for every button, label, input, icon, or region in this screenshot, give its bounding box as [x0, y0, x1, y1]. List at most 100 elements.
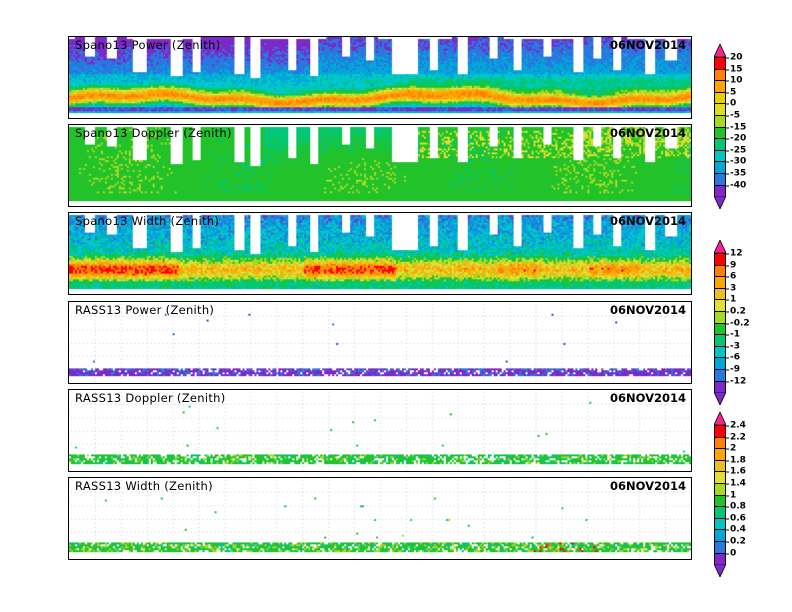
xtick-mark [536, 206, 537, 207]
colorbar-tick [726, 185, 729, 187]
colorbar-label: 9 [730, 260, 737, 271]
ytick-mark [68, 329, 69, 330]
colorbar-tick [726, 80, 729, 82]
colorbar-label: 0.8 [730, 501, 746, 512]
colorbar-segment [715, 507, 725, 519]
xtick-mark [588, 206, 589, 207]
colorbar-top-arrow-icon [714, 240, 726, 253]
xtick-mark [432, 294, 433, 295]
xtick-mark [432, 383, 433, 384]
panel-data-spano13-power [69, 37, 691, 118]
colorbar-tick [726, 103, 729, 105]
ytick-mark [68, 343, 69, 344]
colorbar-cb3: 2.4 2.2 2 1.8 1.6 1.4 1 0.8 0.6 0.4 0.2 0 [714, 412, 792, 581]
colorbar-segment [715, 346, 725, 359]
xtick-mark [68, 471, 69, 472]
colorbar-tick [726, 127, 729, 129]
panel-data-spano13-doppler [69, 125, 691, 206]
xtick-mark [276, 471, 277, 472]
colorbar-tick [726, 518, 729, 520]
ytick-mark [68, 505, 69, 506]
xtick-mark [68, 118, 69, 119]
xtick-mark [588, 559, 589, 560]
ytick-mark [68, 152, 69, 153]
ytick-mark [68, 533, 69, 534]
xtick-mark [328, 383, 329, 384]
xtick-mark [536, 559, 537, 560]
colorbar-segment [715, 265, 725, 278]
xtick-mark [120, 471, 121, 472]
colorbar-label: -9 [730, 364, 740, 375]
colorbar-label: 5 [730, 87, 737, 98]
colorbar-label: 15 [730, 64, 743, 75]
panel-rass13-power: RASS13 Power (Zenith)06NOV20140123456024… [68, 301, 692, 384]
xtick-mark [276, 383, 277, 384]
colorbar-segment [715, 530, 725, 542]
colorbar-segment [715, 449, 725, 461]
ytick-mark [68, 36, 69, 37]
ytick-mark [68, 138, 69, 139]
xtick-mark [224, 471, 225, 472]
colorbar-bottom-arrow-icon [714, 196, 726, 210]
colorbar-cb1: 20 15 10 5 0 -5 -15 -20 -25 -30 -35 -40 [714, 44, 792, 213]
colorbar-label: 1.6 [730, 466, 746, 477]
colorbar-tick [726, 381, 729, 383]
xtick-mark [432, 118, 433, 119]
ytick-mark [68, 389, 69, 390]
colorbar-segment [715, 437, 725, 450]
colorbar-tick [726, 69, 729, 71]
colorbar-tick [726, 311, 729, 313]
colorbar-label: 20 [730, 52, 743, 63]
ytick-mark [68, 431, 69, 432]
ytick-mark [68, 357, 69, 358]
xtick-mark [380, 206, 381, 207]
colorbar-tick [726, 92, 729, 94]
xtick-mark [432, 206, 433, 207]
colorbar-segment [715, 495, 725, 508]
xtick-mark [68, 383, 69, 384]
xtick-mark [484, 471, 485, 472]
colorbar-label: -12 [730, 376, 747, 387]
colorbar-segment [715, 460, 725, 473]
ytick-mark [68, 254, 69, 255]
xtick-mark [68, 294, 69, 295]
xtick-mark [536, 294, 537, 295]
panel-spano13-doppler: Spano13 Doppler (Zenith)06NOV20140123456… [68, 124, 692, 207]
colorbar-tick [726, 173, 729, 175]
colorbar-label: 0 [730, 548, 737, 559]
xtick-mark [224, 383, 225, 384]
colorbar-tick [726, 425, 729, 427]
ytick-mark [68, 403, 69, 404]
colorbar-segment [715, 472, 725, 484]
xtick-mark [224, 294, 225, 295]
ytick-mark [68, 547, 69, 548]
colorbar-label: 1 [730, 294, 737, 305]
colorbar-label: 6 [730, 271, 737, 282]
colorbar-tick [726, 57, 729, 59]
colorbar-label: 3 [730, 283, 737, 294]
ytick-mark [68, 50, 69, 51]
xtick-mark [484, 383, 485, 384]
xtick-mark [380, 118, 381, 119]
xtick-mark [640, 118, 641, 119]
colorbar-segment [715, 518, 725, 531]
xtick-mark [172, 559, 173, 560]
ytick-mark [68, 371, 69, 372]
colorbar-tick [726, 115, 729, 117]
ytick-mark [68, 64, 69, 65]
xtick-mark [276, 559, 277, 560]
colorbar-segment [715, 139, 725, 151]
colorbar-segment [715, 300, 725, 312]
colorbar-segment [715, 185, 725, 198]
colorbar-label: 1.4 [730, 478, 746, 489]
colorbar-label: -30 [730, 156, 747, 167]
colorbar-label: 0.6 [730, 513, 746, 524]
colorbar-segment [715, 254, 725, 266]
colorbar-tick [726, 483, 729, 485]
xtick-mark [536, 471, 537, 472]
colorbar-segment [715, 288, 725, 301]
colorbar-cb2: 12 9 6 3 1 0.2 -0.2 -1 -3 -6 -9 -12 [714, 240, 792, 409]
ytick-mark [68, 194, 69, 195]
colorbar-segment [715, 426, 725, 438]
